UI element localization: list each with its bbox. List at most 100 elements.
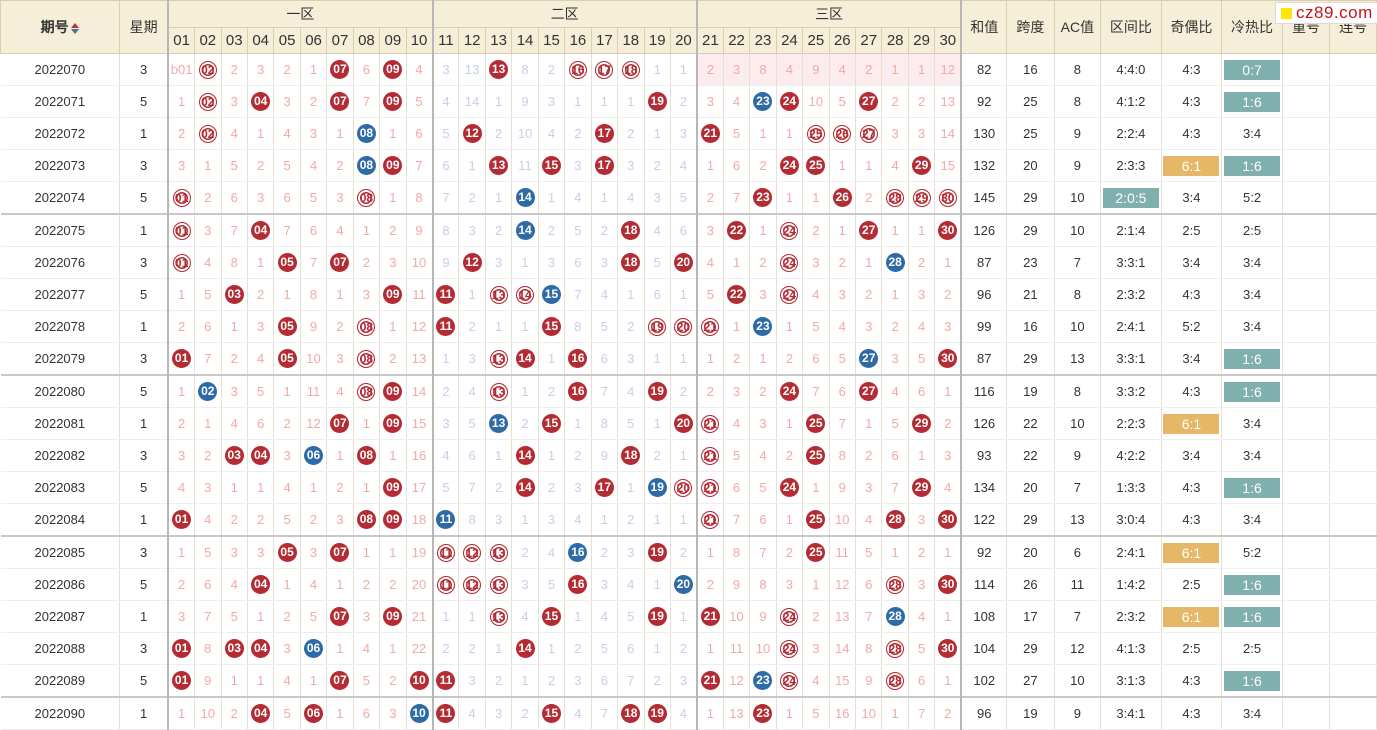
table-row[interactable]: 2022083 5 4 3 1 1 4 1 2 1 09 17 5 7 2 14 2 3 17 1 19 20 21 6 5 24… <box>0 471 1377 504</box>
miss-count: 3 <box>257 545 265 560</box>
red-ball: 14 <box>515 349 535 368</box>
zone-ratio-cell: 1:3:3 <box>1100 471 1162 504</box>
number-cell-07: 3 <box>326 181 354 215</box>
number-cell-10: 6 <box>406 117 434 150</box>
number-cell-10: 19 <box>406 535 434 569</box>
table-row[interactable]: 2022080 5 1 02 3 5 1 11 4 08 09 14 2 4 13 1 2 16 7 4 19 2 2 3 2 2… <box>0 374 1377 408</box>
table-row[interactable]: 2022087 1 3 7 5 1 2 5 07 3 09 21 1 1 13 4 15 1 4 5 19 1 21 10 9 2… <box>0 600 1377 633</box>
blue-ball: 16 <box>568 543 588 562</box>
number-cell-18: 18 <box>617 246 645 279</box>
number-header-29: 29 <box>907 27 936 54</box>
table-row[interactable]: 2022089 5 01 9 1 1 4 1 07 5 2 10 11 3 2 1 2 3 6 7 2 3 21 12 23 24… <box>0 664 1377 698</box>
table-row[interactable]: 2022079 3 01 7 2 4 05 10 3 08 2 13 1 3 13 14 1 16 6 3 1 1 1 2 1 2… <box>0 342 1377 376</box>
table-row[interactable]: 2022073 3 3 1 5 2 5 4 2 08 09 7 6 1 13 11 15 3 17 3 2 4 1 6 2 24 2… <box>0 149 1377 182</box>
number-cell-21: 21 <box>696 407 724 440</box>
miss-count: 4 <box>442 94 450 109</box>
number-header-11: 11 <box>431 27 460 54</box>
number-cell-02: 1 <box>194 407 222 440</box>
number-header-10: 10 <box>405 27 434 54</box>
ring-ball: 28 <box>886 639 905 658</box>
number-cell-10: 12 <box>406 310 434 343</box>
odd-even-cell-value: 4:3 <box>1182 94 1201 109</box>
table-row[interactable]: 2022070 3 b01 02 2 3 2 1 07 6 09 4 3 13 13 8 2 16 17 18 1 1 2 3… <box>0 53 1377 86</box>
sum-cell: 102 <box>961 664 1008 698</box>
number-cell-17: 5 <box>591 310 619 343</box>
repeat-cell <box>1282 535 1331 569</box>
site-logo[interactable]: cz89.com <box>1275 2 1377 24</box>
number-cell-15: 5 <box>538 568 566 601</box>
zone1-header: 一区 <box>167 0 434 28</box>
number-header-16: 16 <box>564 27 592 54</box>
ring-ball: 26 <box>833 124 852 143</box>
table-row[interactable]: 2022078 1 2 6 1 3 05 9 2 08 1 12 11 2 1 1 15 8 5 2 19 20 21 1 23… <box>0 310 1377 343</box>
table-row[interactable]: 2022076 3 01 4 8 1 05 7 07 2 3 10 9 12 3 1 3 6 3 18 5 20 4 1 2 24… <box>0 246 1377 279</box>
table-row[interactable]: 2022075 1 01 3 7 04 7 6 4 1 2 9 8 3 2 14 2 5 2 18 4 6 3 22 1 24 2 1… <box>0 213 1377 247</box>
number-cell-30: 1 <box>934 535 963 569</box>
number-cell-08: 2 <box>353 246 381 279</box>
number-cell-05: 1 <box>273 374 301 408</box>
table-row[interactable]: 2022081 1 2 1 4 6 2 12 07 1 09 15 3 5 13 2 15 1 8 5 1 20 21 4 3 1… <box>0 407 1377 440</box>
miss-count: 9 <box>759 609 767 624</box>
number-cell-08: 08 <box>353 503 381 537</box>
table-row[interactable]: 2022086 5 2 6 4 04 1 4 1 2 2 20 11 12 13 3 5 16 3 4 1 20 2 9 8 3 1… <box>0 568 1377 601</box>
miss-count: 5 <box>574 223 582 238</box>
miss-count: 14 <box>835 641 850 656</box>
zone-ratio-cell-value: 2:2:4 <box>1116 126 1146 141</box>
miss-count: 5 <box>812 319 820 334</box>
sort-icon[interactable] <box>70 22 80 35</box>
miss-count: 3 <box>574 158 582 173</box>
miss-count: 2 <box>917 255 926 270</box>
miss-count: 1 <box>547 641 556 656</box>
table-row[interactable]: 2022072 1 2 02 4 1 4 3 1 08 1 6 5 12 2 10 4 2 17 2 1 3 21 5 1 1 25… <box>0 117 1377 150</box>
miss-count: 1 <box>336 448 344 463</box>
repeat-cell <box>1282 600 1331 633</box>
ring-ball: 12 <box>463 543 482 562</box>
number-cell-04: 1 <box>247 664 275 698</box>
miss-count: 3 <box>336 351 344 366</box>
number-cell-03: 2 <box>221 53 248 86</box>
miss-count: 8 <box>468 512 476 527</box>
zone-ratio-cell-value: 4:4:0 <box>1116 62 1146 77</box>
issue-cell: 2022078 <box>0 310 121 343</box>
table-row[interactable]: 2022085 3 1 5 3 3 05 3 07 1 1 19 11 12 13 2 4 16 2 3 19 2 1 8 7 2… <box>0 535 1377 569</box>
red-ball: 09 <box>383 607 403 626</box>
number-cell-23: 1 <box>749 342 777 376</box>
sum-cell: 126 <box>961 407 1008 440</box>
miss-count: 5 <box>600 319 608 334</box>
red-ball: 24 <box>779 478 799 497</box>
number-cell-02: 7 <box>194 342 222 376</box>
table-row[interactable]: 2022077 5 1 5 03 2 1 8 1 3 09 11 11 1 13 14 15 7 4 1 6 1 5 22 3 2… <box>0 278 1377 311</box>
miss-count: 4 <box>600 287 608 302</box>
red-ball: 19 <box>647 607 667 626</box>
number-cell-06: 2 <box>300 85 328 118</box>
zone-ratio-cell: 3:3:1 <box>1100 246 1162 279</box>
table-row[interactable]: 2022088 3 01 8 03 04 3 06 1 4 1 22 2 2 1 14 1 2 5 6 1 2 1 11 10 2… <box>0 632 1377 665</box>
miss-count: 1 <box>785 416 794 431</box>
miss-count: 1 <box>653 641 661 656</box>
number-cell-12: 3 <box>458 342 486 376</box>
number-cell-12: 2 <box>458 181 486 215</box>
number-cell-04: 2 <box>247 503 275 537</box>
number-cell-03: 4 <box>221 117 248 150</box>
number-cell-06: 5 <box>300 181 328 215</box>
number-cell-23: 2 <box>749 246 777 279</box>
issue-header[interactable]: 期号 <box>0 0 121 54</box>
miss-count: 1 <box>944 673 952 688</box>
number-cell-28: 7 <box>881 471 909 504</box>
miss-count: 1 <box>362 416 371 431</box>
number-cell-05: 2 <box>273 53 301 86</box>
miss-count: 3 <box>547 255 556 270</box>
miss-count: 4 <box>679 158 688 173</box>
table-row[interactable]: 2022071 5 1 02 3 04 3 2 07 7 09 5 4 14 1 9 3 1 1 1 19 2 3 4 23 24… <box>0 85 1377 118</box>
ring-ball: 19 <box>648 317 667 336</box>
weekday-cell: 5 <box>119 181 169 215</box>
table-row[interactable]: 2022082 3 3 2 03 04 3 06 1 08 1 16 4 6 1 14 1 2 9 18 2 1 21 5 4 2… <box>0 439 1377 472</box>
number-cell-20: 4 <box>670 696 698 730</box>
number-cell-22: 8 <box>723 535 751 569</box>
table-row[interactable]: 2022090 1 1 10 2 04 5 06 1 6 3 10 11 4 3 2 15 4 7 18 19 4 1 13 2… <box>0 696 1377 730</box>
table-row[interactable]: 2022074 5 01 2 6 3 6 5 3 08 1 8 7 2 1 14 1 4 1 4 3 5 2 7 23 1 1 26 2… <box>0 181 1377 215</box>
odd-even-cell: 4:3 <box>1161 85 1223 118</box>
number-cell-05: 1 <box>273 278 301 311</box>
number-cell-06: 1 <box>300 53 328 86</box>
table-row[interactable]: 2022084 1 01 4 2 2 5 2 3 08 09 18 11 8 3 1 3 4 1 2 1 1 21 7 6 1 25… <box>0 503 1377 537</box>
